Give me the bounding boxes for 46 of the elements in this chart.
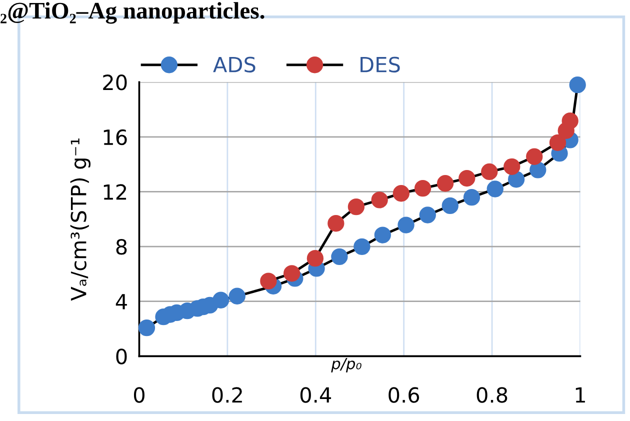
legend-label: DES bbox=[360, 56, 400, 72]
point bbox=[562, 112, 578, 130]
point bbox=[331, 248, 348, 266]
x-tick-label: 0.4 bbox=[300, 387, 332, 403]
point bbox=[228, 288, 246, 304]
point bbox=[392, 185, 410, 202]
y-tick-label: 20 bbox=[103, 74, 127, 90]
legend-label: ADS bbox=[213, 56, 256, 72]
point bbox=[398, 216, 414, 234]
point bbox=[371, 192, 388, 208]
y-tick-label: 0 bbox=[116, 348, 127, 364]
point bbox=[419, 206, 436, 224]
point bbox=[414, 180, 432, 197]
chart-title: ₂@TiO₂–Ag nanoparticles. bbox=[0, 2, 264, 24]
point bbox=[504, 158, 520, 175]
point bbox=[212, 292, 230, 308]
y-tick-label: 8 bbox=[116, 238, 127, 255]
point bbox=[328, 215, 344, 232]
x-tick-label: 0.6 bbox=[388, 387, 420, 403]
y-axis-title: Vₐ/cm³(STP) g⁻¹ bbox=[70, 138, 90, 301]
point bbox=[283, 265, 300, 282]
point bbox=[436, 175, 454, 192]
point bbox=[374, 226, 391, 244]
point bbox=[530, 162, 546, 178]
point bbox=[458, 170, 476, 187]
point bbox=[348, 198, 365, 216]
y-tick-label: 12 bbox=[104, 184, 126, 200]
x-axis-title: p/p₀ bbox=[331, 358, 362, 372]
point bbox=[549, 134, 566, 151]
y-tick-label: 16 bbox=[104, 129, 127, 146]
point bbox=[463, 189, 480, 206]
point bbox=[508, 171, 525, 188]
point bbox=[526, 148, 543, 165]
point bbox=[486, 180, 504, 198]
x-tick-label: 1 bbox=[576, 387, 585, 403]
x-tick-label: 0 bbox=[134, 387, 144, 403]
x-tick-label: 0.8 bbox=[476, 387, 508, 403]
point bbox=[481, 163, 498, 180]
point bbox=[260, 272, 277, 290]
point bbox=[354, 238, 370, 256]
x-tick-label: 0.2 bbox=[212, 387, 242, 403]
y-tick-label: 4 bbox=[116, 294, 127, 310]
point bbox=[306, 250, 324, 267]
point bbox=[569, 76, 586, 94]
point bbox=[442, 197, 458, 214]
point bbox=[138, 319, 156, 336]
